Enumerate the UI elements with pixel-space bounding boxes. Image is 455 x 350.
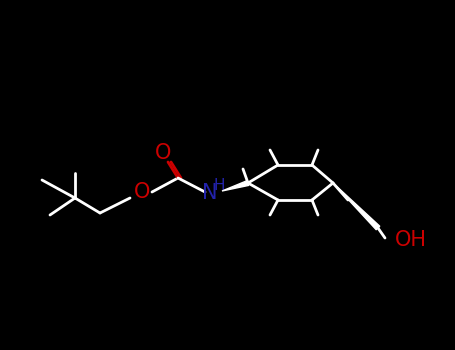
- Text: H: H: [213, 178, 225, 194]
- Text: OH: OH: [395, 230, 427, 250]
- Text: O: O: [155, 143, 171, 163]
- Text: O: O: [134, 182, 150, 202]
- Polygon shape: [222, 181, 249, 191]
- Text: N: N: [202, 183, 218, 203]
- Polygon shape: [333, 183, 380, 230]
